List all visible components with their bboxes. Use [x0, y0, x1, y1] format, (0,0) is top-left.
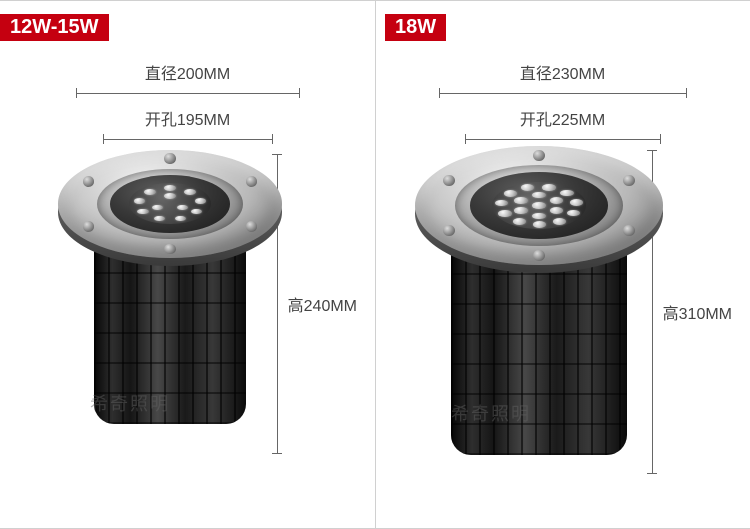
diameter-line: [439, 88, 687, 98]
hole-dimension: 开孔195MM: [0, 106, 375, 144]
panel-12w-15w: 12W-15W 直径200MM 开孔195MM 高240MM 希奇照明: [0, 0, 375, 529]
wattage-badge: 18W: [385, 14, 446, 41]
hole-line: [103, 134, 273, 144]
diameter-label: 直径200MM: [0, 60, 375, 84]
height-dimension: 高240MM: [272, 154, 357, 454]
hole-label: 开孔225MM: [375, 106, 750, 130]
diameter-dimension: 直径230MM: [375, 60, 750, 98]
hole-line: [465, 134, 661, 144]
wattage-badge: 12W-15W: [0, 14, 109, 41]
height-label: 高310MM: [663, 300, 732, 324]
hole-dimension: 开孔225MM: [375, 106, 750, 144]
diameter-line: [76, 88, 300, 98]
diameter-label: 直径230MM: [375, 60, 750, 84]
diameter-dimension: 直径200MM: [0, 60, 375, 98]
height-label: 高240MM: [288, 292, 357, 316]
panel-18w: 18W 直径230MM 开孔225MM 高310MM 希奇照明: [375, 0, 750, 529]
hole-label: 开孔195MM: [0, 106, 375, 130]
